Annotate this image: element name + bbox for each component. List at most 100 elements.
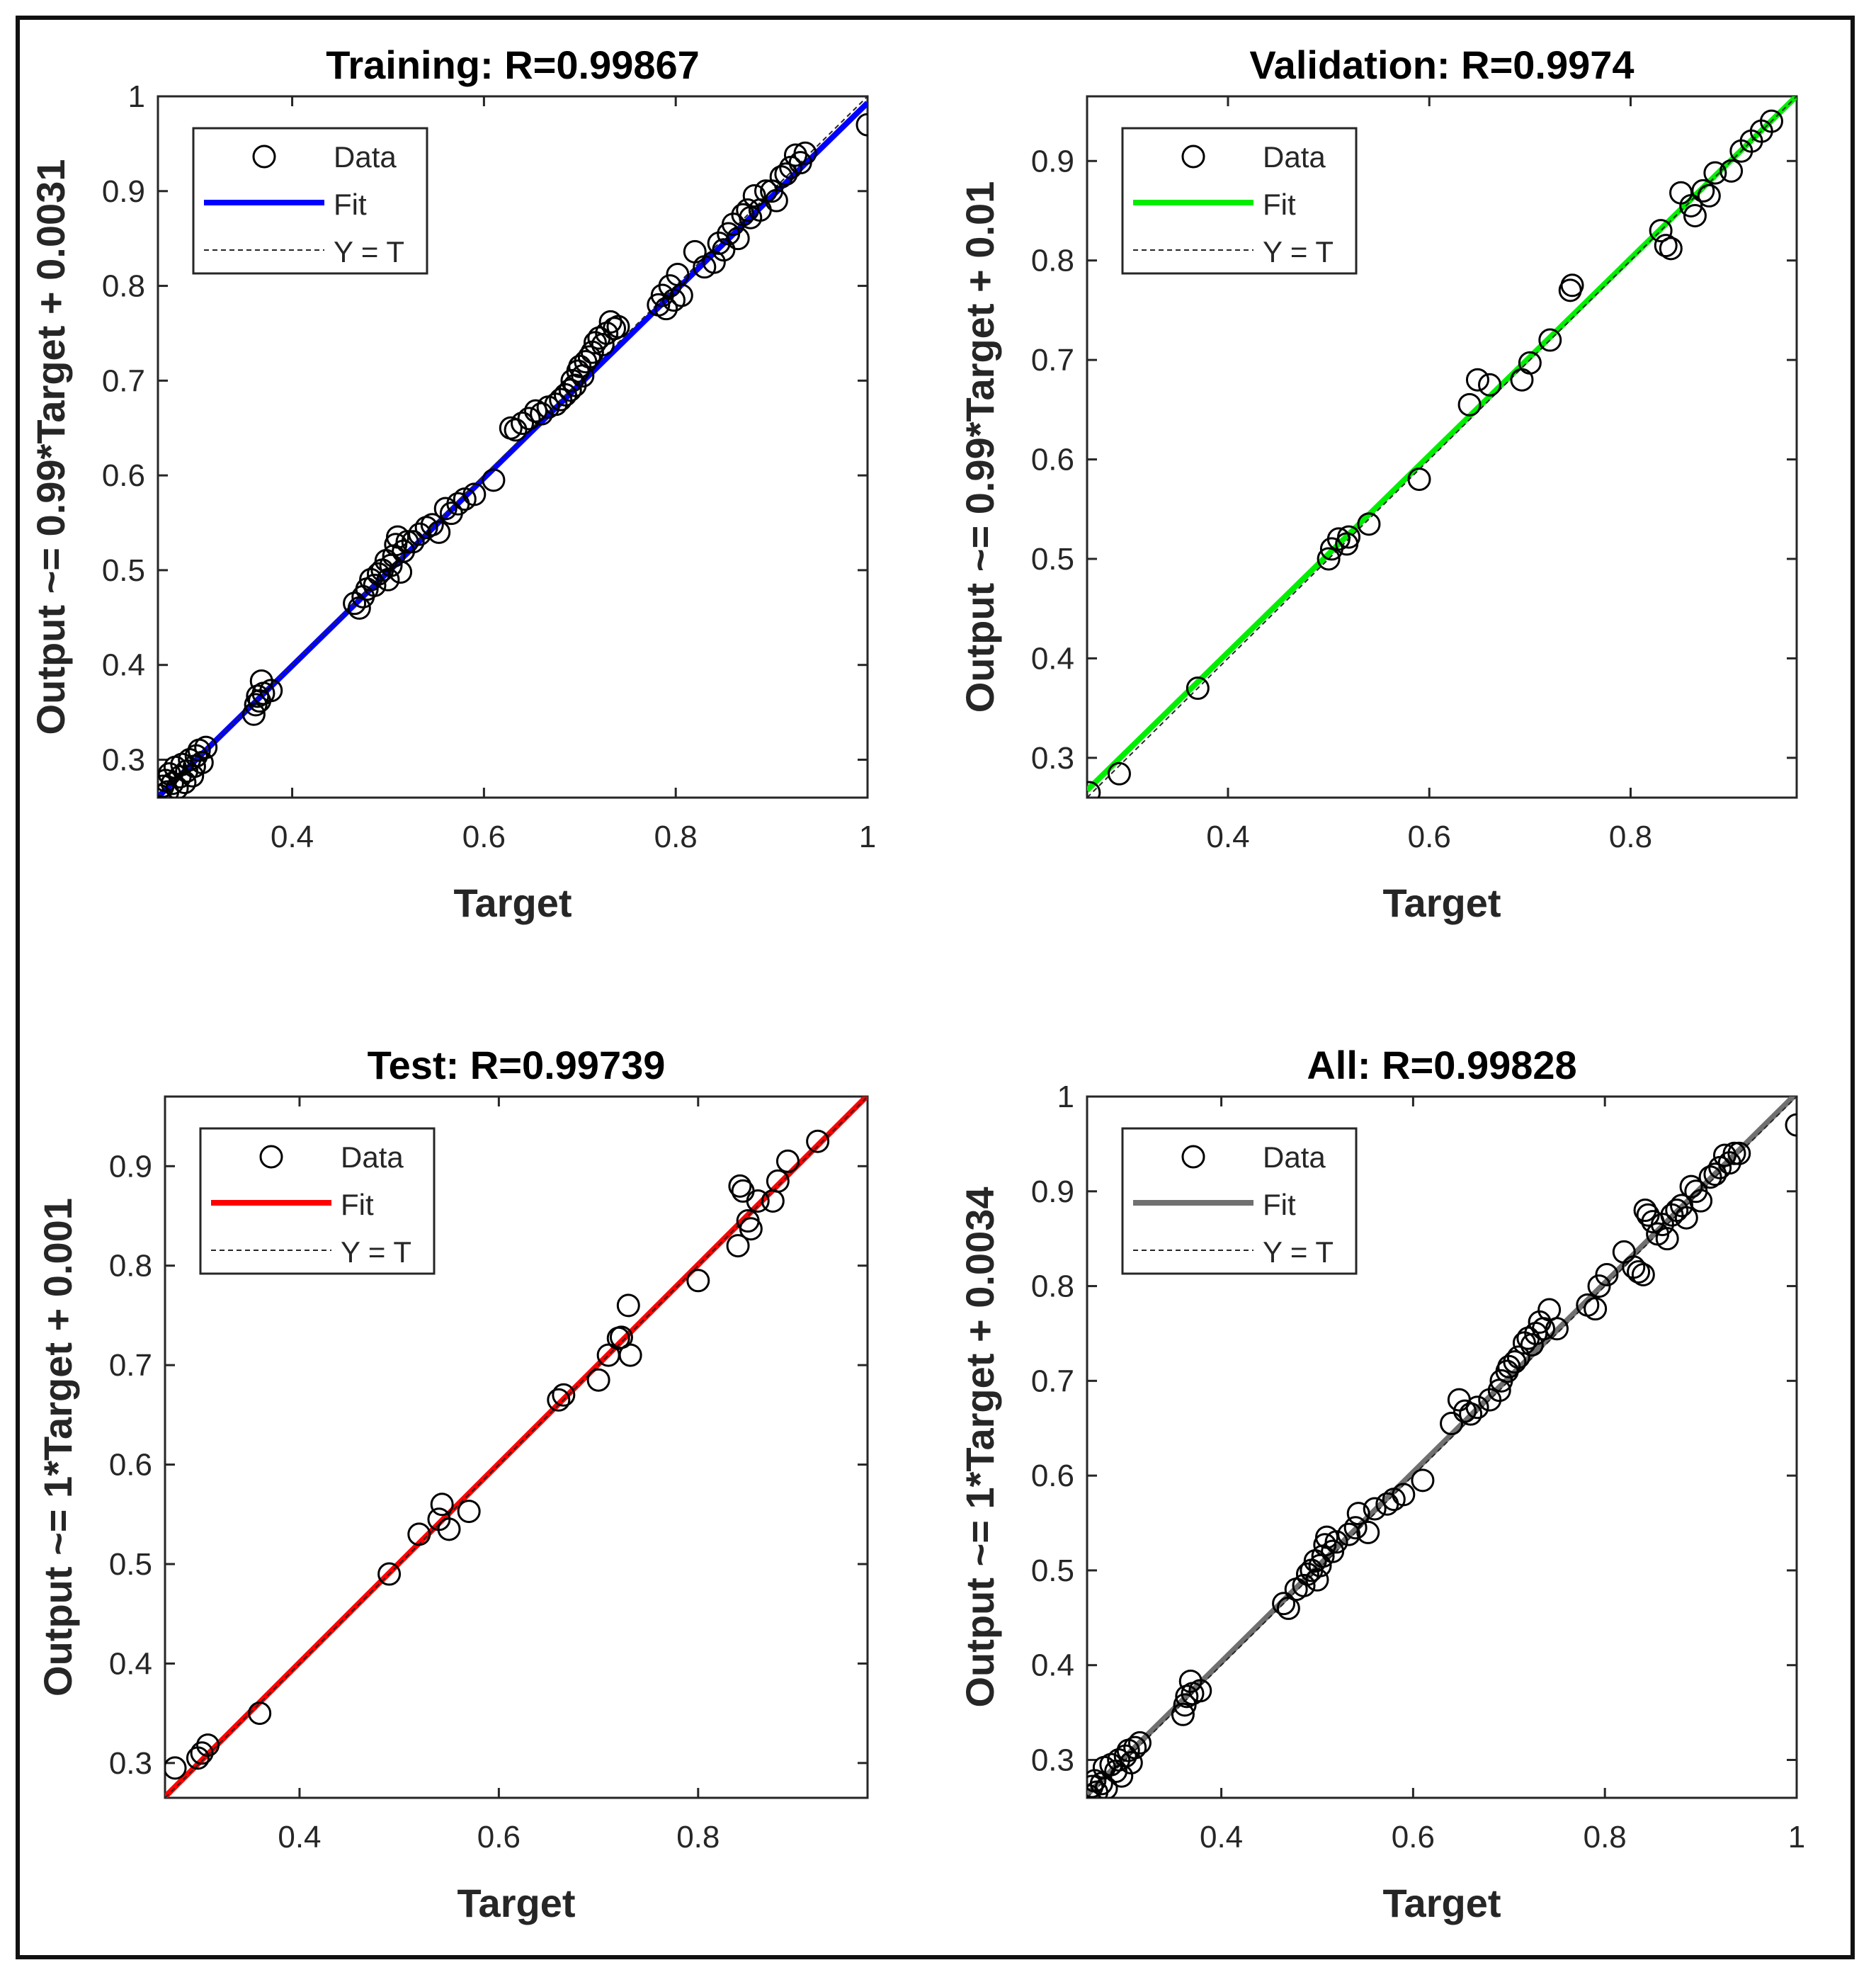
all-xtick-label: 1 [1788, 1820, 1805, 1854]
test-data-point [196, 1733, 220, 1757]
test-data-point [739, 1217, 763, 1241]
all-data-point [1272, 1592, 1296, 1616]
validation-legend-identity-label: Y = T [1263, 235, 1334, 268]
validation-data-point [1337, 525, 1361, 549]
training-ytick-label: 0.6 [102, 458, 145, 493]
training-data-point [774, 162, 798, 186]
test-data-point [728, 1174, 752, 1198]
test-data-point [766, 1169, 790, 1193]
validation-xtick-label: 0.8 [1609, 820, 1652, 854]
training-data-point [726, 227, 750, 251]
all-data-point [1545, 1317, 1569, 1341]
training-data-point [420, 513, 444, 537]
validation-data-point [1087, 781, 1101, 798]
training-data-point [482, 468, 506, 492]
test-data-point [746, 1189, 770, 1213]
all-data-point [1119, 1751, 1143, 1774]
all-data-point [1465, 1395, 1489, 1420]
validation-ytick-label: 0.3 [1031, 741, 1074, 776]
training-data-point [577, 345, 601, 369]
test-data-point [437, 1517, 461, 1541]
test-data-point [407, 1522, 431, 1546]
test-legend-data-marker [259, 1145, 283, 1169]
test-plot-area [165, 1097, 868, 1798]
test-data-point [586, 1368, 610, 1392]
all-ytick-label: 0.8 [1031, 1269, 1074, 1304]
test-identity-line [165, 1097, 868, 1798]
validation-data-point [1719, 159, 1744, 183]
test-xtick-label: 0.6 [477, 1820, 521, 1854]
all-xtick-label: 0.8 [1584, 1820, 1627, 1854]
test-ylabel: Output ~= 1*Target + 0.001 [35, 1198, 80, 1697]
validation-ytick-label: 0.7 [1031, 343, 1074, 378]
validation-plot: 0.4 0.6 0.8 0.3 0.4 0.5 0.6 0.7 0.8 0.9 Data Fit Y =… [957, 43, 1798, 925]
all-data-point [1363, 1497, 1387, 1521]
validation-data-point [1107, 761, 1131, 786]
training-data-point [669, 283, 693, 307]
validation-data-point [1703, 161, 1727, 185]
all-ytick-label: 1 [1057, 1080, 1074, 1114]
validation-data-point [1465, 368, 1489, 392]
all-data-point [1392, 1483, 1416, 1507]
training-legend-fit-label: Fit [334, 188, 367, 221]
all-data-point [1587, 1274, 1611, 1298]
test-data-point [165, 1756, 187, 1780]
training-legend-identity-label: Y = T [334, 235, 404, 268]
training-title: Training: R=0.99867 [326, 43, 700, 87]
all-xtick-label: 0.4 [1200, 1820, 1243, 1854]
validation-data-point [1457, 392, 1482, 417]
test-data-point [618, 1343, 642, 1367]
training-ytick-label: 1 [128, 79, 145, 114]
validation-data-point [1518, 351, 1542, 375]
validation-data-point [1560, 273, 1584, 298]
test-ytick-label: 0.6 [109, 1448, 152, 1483]
validation-data-point [1759, 109, 1783, 133]
training-legend-data-marker [252, 145, 276, 169]
all-data-point [1785, 1113, 1797, 1137]
all-data-point [1171, 1702, 1195, 1726]
test-plot: 0.4 0.6 0.8 0.3 0.4 0.5 0.6 0.7 0.8 0.9 Data Fit Y =… [35, 1043, 869, 1925]
training-plot: 0.4 0.6 0.8 1 0.3 0.4 0.5 0.6 0.7 0.8 0.9 1 Data Fit Y… [28, 43, 876, 925]
all-xlabel: Target [1383, 1881, 1501, 1925]
training-data-point [591, 333, 615, 357]
training-ytick-label: 0.3 [102, 742, 145, 777]
validation-ylabel: Output ~= 0.99*Target + 0.01 [957, 181, 1002, 713]
all-legend-fit-label: Fit [1263, 1188, 1296, 1221]
all-data-point [1305, 1568, 1329, 1592]
validation-data-point [1649, 219, 1673, 243]
all-legend-data-marker [1181, 1145, 1205, 1169]
validation-data-point [1186, 676, 1210, 701]
training-data-point [783, 143, 807, 167]
validation-data-point [1683, 204, 1707, 228]
all-plot-area [1087, 1097, 1797, 1798]
test-legend-identity-label: Y = T [341, 1235, 411, 1269]
all-data-point [1459, 1402, 1483, 1426]
test-ytick-label: 0.8 [109, 1249, 152, 1284]
training-xtick-label: 0.4 [271, 820, 314, 854]
all-data-point [1712, 1143, 1736, 1167]
all-data-point [1127, 1731, 1152, 1755]
all-data-point [1595, 1263, 1619, 1287]
training-data-point [462, 482, 487, 506]
all-data-point [1520, 1333, 1544, 1357]
test-data-point [377, 1562, 402, 1586]
training-xtick-label: 1 [859, 820, 876, 854]
training-data-point [504, 418, 528, 442]
test-data-point [552, 1383, 576, 1407]
validation-data-point [1478, 373, 1502, 397]
all-data-point [1292, 1573, 1316, 1597]
training-plot-area [158, 96, 868, 798]
validation-fit-line [1087, 96, 1797, 793]
training-data-point [343, 591, 367, 616]
all-data-point [1089, 1772, 1113, 1796]
all-ytick-label: 0.4 [1031, 1648, 1074, 1683]
training-ytick-label: 0.8 [102, 269, 145, 304]
validation-ytick-label: 0.8 [1031, 244, 1074, 278]
all-title: All: R=0.99828 [1307, 1043, 1576, 1087]
validation-ytick-label: 0.4 [1031, 641, 1074, 676]
training-data-point [606, 315, 630, 339]
validation-legend-fit-label: Fit [1263, 188, 1296, 221]
validation-ytick-label: 0.6 [1031, 443, 1074, 477]
training-data-point [194, 735, 218, 759]
